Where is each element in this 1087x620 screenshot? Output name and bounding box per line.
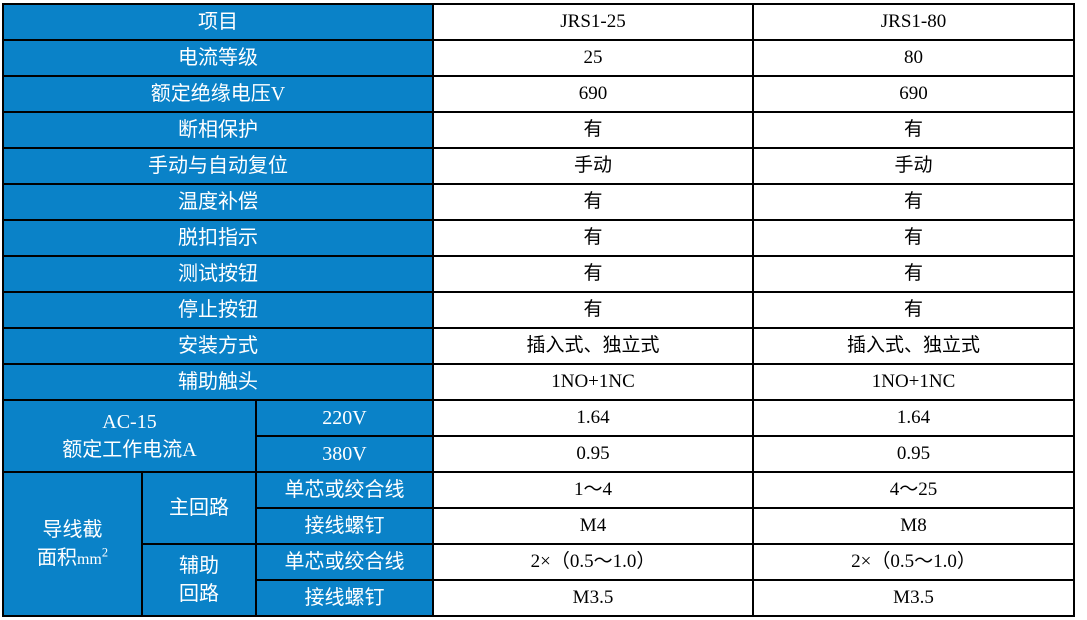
- header-label-item: 项目: [2, 3, 434, 41]
- row-value-jrs1-80: M8: [752, 507, 1075, 545]
- row-label: 脱扣指示: [2, 219, 434, 257]
- wire-area-superscript: 2: [101, 545, 109, 560]
- table-row: 温度补偿 有 有: [2, 183, 1075, 221]
- table-row: 辅助触头 1NO+1NC 1NO+1NC: [2, 363, 1075, 401]
- row-label: 辅助触头: [2, 363, 434, 401]
- row-value-jrs1-80: 1NO+1NC: [752, 363, 1075, 401]
- row-value-jrs1-80: 有: [752, 291, 1075, 329]
- row-value-jrs1-25: 插入式、独立式: [432, 327, 754, 365]
- sub-label-220v: 220V: [255, 399, 434, 437]
- table-row-main-circuit-screw: 接线螺钉 M4 M8: [3, 507, 1075, 545]
- table-row: 安装方式 插入式、独立式 插入式、独立式: [2, 327, 1075, 365]
- group-label-wire-area: 导线截 面积mm2: [2, 471, 143, 617]
- sub-label-terminal-screw: 接线螺钉: [255, 507, 434, 545]
- table-row: 额定绝缘电压V 690 690: [2, 75, 1075, 113]
- table-row: 电流等级 25 80: [2, 39, 1075, 77]
- sub-label-terminal-screw: 接线螺钉: [255, 579, 434, 617]
- row-label: 电流等级: [2, 39, 434, 77]
- row-value-jrs1-80: 4～25: [752, 471, 1075, 509]
- row-value-jrs1-80: 手动: [752, 147, 1075, 185]
- row-value-jrs1-25: 有: [432, 291, 754, 329]
- subgroup-label-aux-circuit-line2: 回路: [179, 583, 219, 605]
- row-value-jrs1-25: 1～4: [432, 471, 754, 509]
- row-value-jrs1-80: 2×（0.5～1.0）: [752, 543, 1075, 581]
- row-value-jrs1-25: 25: [432, 39, 754, 77]
- group-label-wire-area-line1: 导线截: [42, 518, 103, 541]
- specification-table: 项目 JRS1-25 JRS1-80 电流等级 25 80 额定绝缘电压V 69…: [2, 3, 1075, 617]
- group-label-wire-area-line2: 面积mm2: [4, 544, 141, 572]
- group-label-ac15: AC-15 额定工作电流A: [2, 399, 257, 473]
- row-value-jrs1-25: 有: [432, 219, 754, 257]
- row-value-jrs1-25: 有: [432, 111, 754, 149]
- row-label: 额定绝缘电压V: [2, 75, 434, 113]
- table-row-ac15-220v: AC-15 额定工作电流A 220V 1.64 1.64: [2, 399, 1075, 473]
- row-value-jrs1-80: 80: [752, 39, 1075, 77]
- row-value-jrs1-25: 1NO+1NC: [432, 363, 754, 401]
- table-row: 脱扣指示 有 有: [2, 219, 1075, 257]
- row-value-jrs1-25: 手动: [432, 147, 754, 185]
- table-row-main-circuit-wire: 导线截 面积mm2 主回路 单芯或绞合线 1～4 4～25: [2, 471, 1075, 617]
- header-column-jrs1-25: JRS1-25: [432, 3, 754, 41]
- row-label: 停止按钮: [2, 291, 434, 329]
- row-value-jrs1-80: 有: [752, 219, 1075, 257]
- table-row: 手动与自动复位 手动 手动: [2, 147, 1075, 185]
- wire-area-text: 面积: [36, 547, 77, 569]
- row-value-jrs1-80: 有: [752, 255, 1075, 293]
- row-value-jrs1-80: 插入式、独立式: [752, 327, 1075, 365]
- row-label: 安装方式: [2, 327, 434, 365]
- row-value-jrs1-25: 2×（0.5～1.0）: [432, 543, 754, 581]
- table-row: 测试按钮 有 有: [2, 255, 1075, 293]
- group-label-ac15-line1: AC-15: [102, 410, 157, 433]
- row-value-jrs1-25: 1.64: [432, 399, 754, 437]
- table-row: 断相保护 有 有: [2, 111, 1075, 149]
- sub-label-single-core-wire: 单芯或绞合线: [255, 543, 434, 581]
- table-header-row: 项目 JRS1-25 JRS1-80: [2, 3, 1075, 41]
- table-row-aux-circuit-screw: 接线螺钉 M3.5 M3.5: [3, 579, 1075, 617]
- table-row: 停止按钮 有 有: [2, 291, 1075, 329]
- row-label: 测试按钮: [2, 255, 434, 293]
- row-value-jrs1-25: 690: [432, 75, 754, 113]
- row-value-jrs1-80: 0.95: [752, 435, 1075, 473]
- row-value-jrs1-80: 690: [752, 75, 1075, 113]
- subgroup-label-aux-circuit: 辅助 回路: [141, 543, 257, 617]
- wire-area-unit: mm: [76, 551, 102, 568]
- header-column-jrs1-80: JRS1-80: [752, 3, 1075, 41]
- row-value-jrs1-25: 有: [432, 183, 754, 221]
- group-label-ac15-line2: 额定工作电流A: [62, 439, 197, 461]
- row-value-jrs1-25: M4: [432, 507, 754, 545]
- row-label: 断相保护: [2, 111, 434, 149]
- sub-label-single-core-wire: 单芯或绞合线: [255, 471, 434, 509]
- row-value-jrs1-80: 1.64: [752, 399, 1075, 437]
- subgroup-label-main-circuit: 主回路: [141, 471, 257, 545]
- row-label: 手动与自动复位: [2, 147, 434, 185]
- row-value-jrs1-80: 有: [752, 183, 1075, 221]
- row-value-jrs1-80: 有: [752, 111, 1075, 149]
- table-row-aux-circuit-wire: 辅助 回路 单芯或绞合线 2×（0.5～1.0） 2×（0.5～1.0）: [3, 543, 1075, 617]
- subgroup-label-aux-circuit-line1: 辅助: [179, 554, 219, 577]
- row-label: 温度补偿: [2, 183, 434, 221]
- row-value-jrs1-25: 0.95: [432, 435, 754, 473]
- row-value-jrs1-25: 有: [432, 255, 754, 293]
- row-value-jrs1-25: M3.5: [432, 579, 754, 617]
- table-row-ac15-380v: 380V 0.95 0.95: [3, 435, 1075, 473]
- row-value-jrs1-80: M3.5: [752, 579, 1075, 617]
- sub-label-380v: 380V: [255, 435, 434, 473]
